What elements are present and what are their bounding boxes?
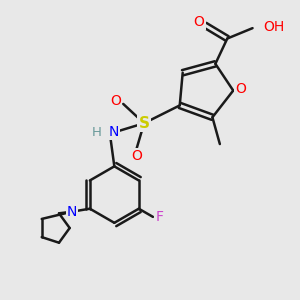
Text: O: O <box>194 15 205 29</box>
Text: OH: OH <box>263 20 284 34</box>
Text: O: O <box>235 82 246 96</box>
Text: S: S <box>139 116 150 131</box>
Text: O: O <box>131 149 142 163</box>
Text: N: N <box>67 205 77 219</box>
Text: F: F <box>155 210 164 224</box>
Text: N: N <box>108 125 118 139</box>
Text: O: O <box>110 94 121 108</box>
Text: H: H <box>92 126 102 139</box>
